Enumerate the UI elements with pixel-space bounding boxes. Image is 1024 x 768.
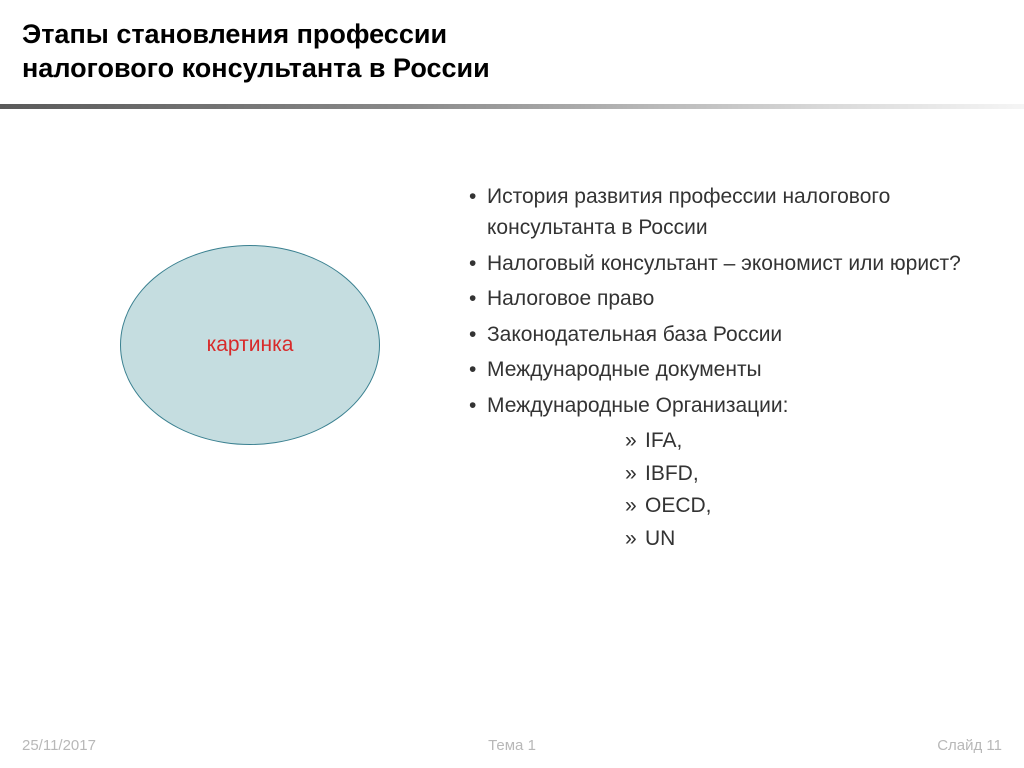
list-item: Налоговое право (465, 283, 994, 315)
sub-list-item: IBFD, (625, 458, 994, 491)
list-item: Законодательная база России (465, 319, 994, 351)
title-area: Этапы становления профессии налогового к… (0, 0, 1024, 96)
footer-date: 25/11/2017 (22, 737, 96, 754)
sub-list-item: UN (625, 523, 994, 556)
footer: 25/11/2017 Тема 1 Слайд 11 (0, 737, 1024, 754)
footer-slide-number: Слайд 11 (937, 737, 1002, 754)
sub-list-item: OECD, (625, 490, 994, 523)
footer-center: Тема 1 (488, 737, 536, 754)
placeholder-ellipse: картинка (120, 245, 380, 445)
title-line-2: налогового консультанта в России (22, 53, 490, 83)
bullet-list: История развития профессии налогового ко… (465, 181, 994, 422)
page-title: Этапы становления профессии налогового к… (22, 18, 1002, 86)
sub-list: IFA, IBFD, OECD, UN (465, 425, 994, 555)
list-item: Международные Организации: (465, 390, 994, 422)
left-column: картинка (0, 181, 465, 556)
right-column: История развития профессии налогового ко… (465, 181, 1024, 556)
list-item: Налоговый консультант – экономист или юр… (465, 248, 994, 280)
sub-list-item: IFA, (625, 425, 994, 458)
content-area: картинка История развития профессии нало… (0, 109, 1024, 556)
list-item: История развития профессии налогового ко… (465, 181, 994, 244)
list-item: Международные документы (465, 354, 994, 386)
title-line-1: Этапы становления профессии (22, 19, 447, 49)
ellipse-label: картинка (207, 333, 294, 357)
